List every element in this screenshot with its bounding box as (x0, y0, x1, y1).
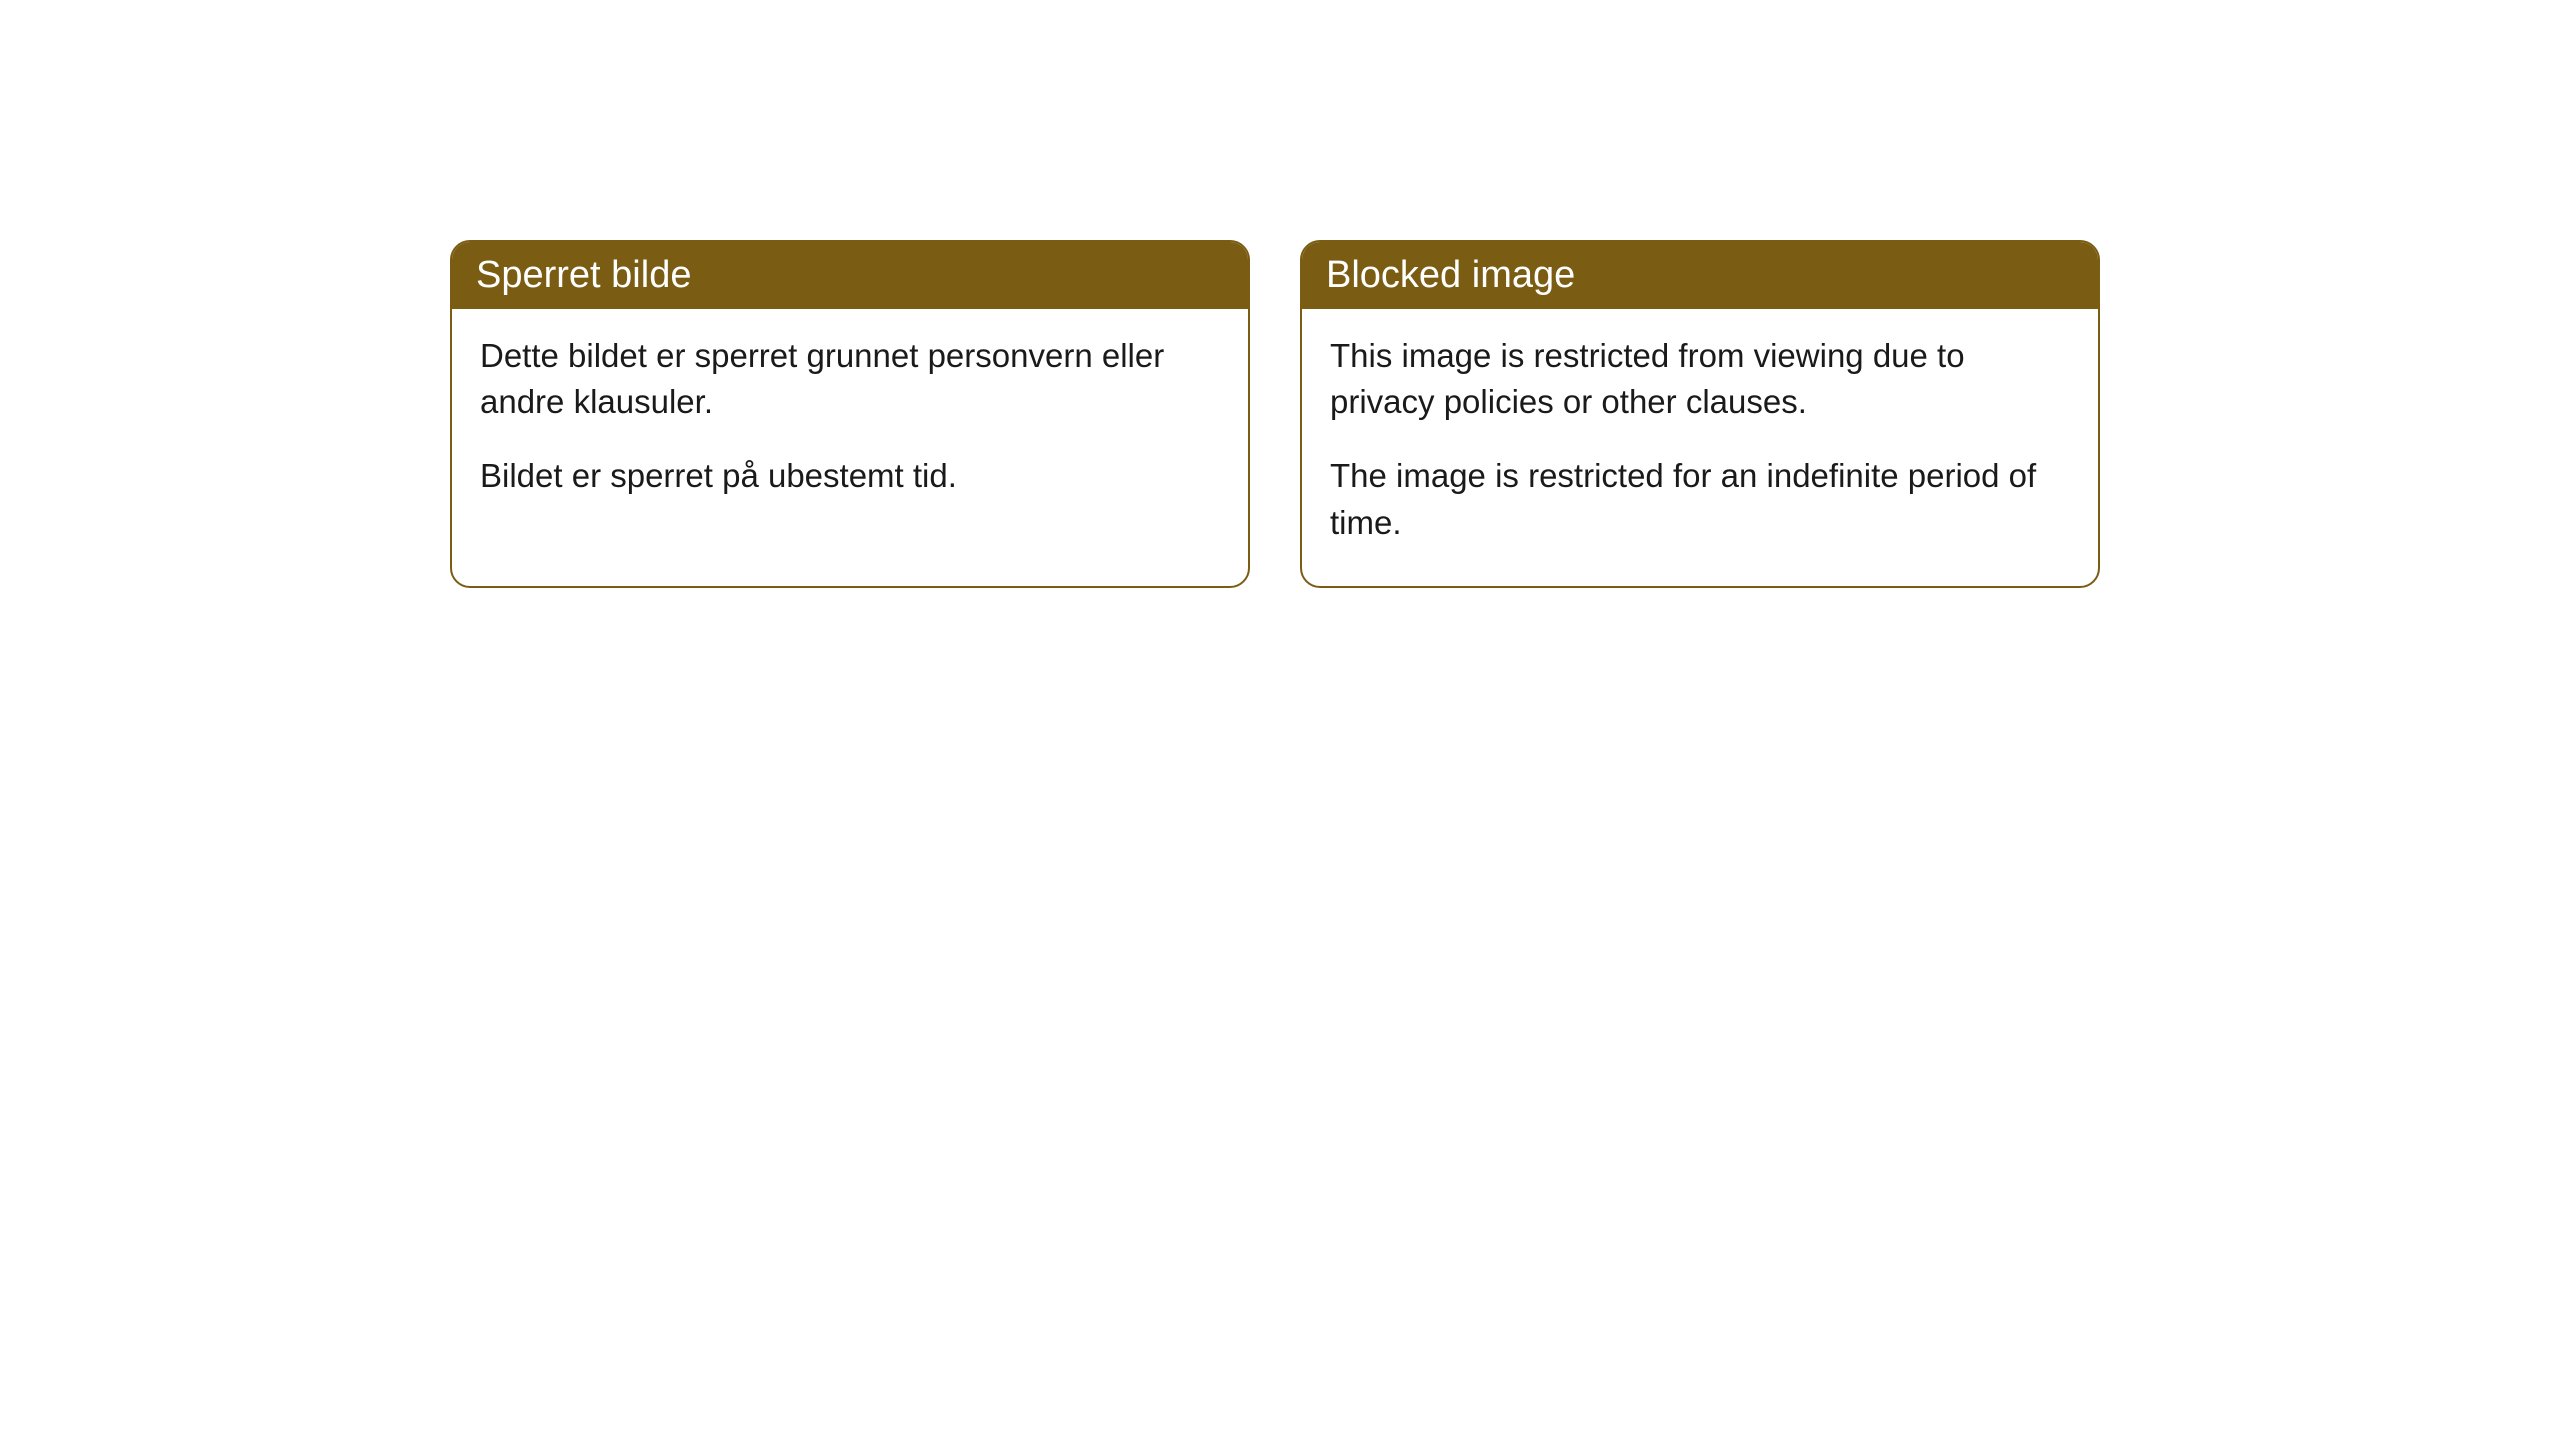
card-paragraph: Dette bildet er sperret grunnet personve… (480, 333, 1220, 425)
notice-cards-container: Sperret bilde Dette bildet er sperret gr… (450, 240, 2100, 588)
notice-card-norwegian: Sperret bilde Dette bildet er sperret gr… (450, 240, 1250, 588)
card-paragraph: Bildet er sperret på ubestemt tid. (480, 453, 1220, 499)
notice-card-english: Blocked image This image is restricted f… (1300, 240, 2100, 588)
card-paragraph: The image is restricted for an indefinit… (1330, 453, 2070, 545)
card-body-norwegian: Dette bildet er sperret grunnet personve… (452, 309, 1248, 540)
card-header-english: Blocked image (1302, 242, 2098, 309)
card-header-norwegian: Sperret bilde (452, 242, 1248, 309)
card-body-english: This image is restricted from viewing du… (1302, 309, 2098, 586)
card-paragraph: This image is restricted from viewing du… (1330, 333, 2070, 425)
